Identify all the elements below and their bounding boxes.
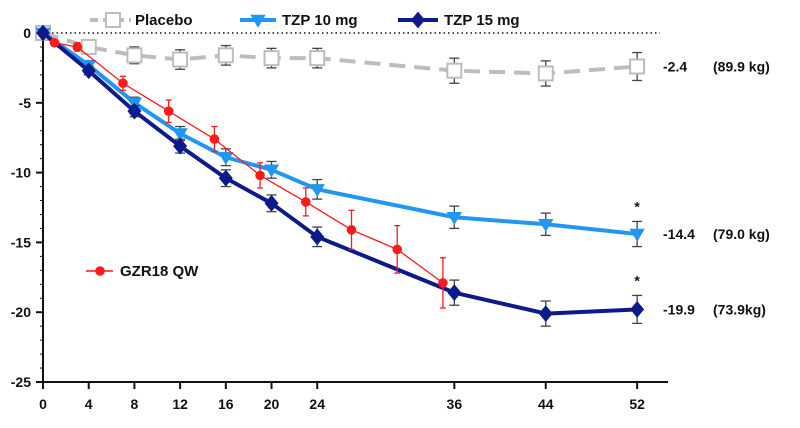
data-point (209, 134, 220, 144)
data-point (172, 51, 189, 68)
data-point (629, 228, 645, 242)
data-point (264, 194, 279, 212)
data-point (309, 50, 326, 67)
data-point (392, 244, 403, 255)
end-value-label: -19.9 (663, 301, 695, 317)
data-point (217, 47, 234, 64)
data-point (438, 278, 448, 288)
data-point (537, 65, 554, 82)
y-tick-label: -10 (11, 165, 31, 181)
data-point (310, 228, 325, 246)
data-point (255, 170, 265, 181)
legend-marker (411, 11, 425, 29)
data-point (118, 78, 128, 89)
y-tick-label: -25 (11, 374, 31, 390)
series-line (41, 31, 638, 237)
data-point (218, 169, 233, 187)
significance-asterisk: * (634, 198, 640, 214)
end-value-label: -2.4 (663, 59, 687, 75)
series-placebo (35, 25, 646, 87)
x-tick-label: 52 (629, 396, 645, 412)
series-line (42, 31, 638, 76)
legend-label: Placebo (135, 12, 193, 29)
data-point (172, 128, 188, 142)
end-weight-label: (79.0 kg) (713, 226, 770, 242)
y-tick-label: -20 (11, 304, 31, 320)
x-tick-label: 20 (264, 396, 280, 412)
legend-marker (95, 266, 105, 276)
end-weight-label: (89.9 kg) (713, 59, 770, 75)
legend-marker (250, 14, 266, 28)
data-point (263, 50, 280, 67)
y-tick-label: -15 (11, 234, 31, 250)
data-point (629, 58, 646, 75)
data-point (300, 197, 311, 207)
series-tzp-15-mg (36, 24, 645, 327)
data-point (263, 164, 280, 178)
x-tick-label: 44 (538, 396, 554, 412)
legend-label: TZP 15 mg (444, 12, 520, 29)
data-point (446, 62, 463, 79)
data-point (36, 24, 50, 42)
x-tick-label: 8 (131, 396, 139, 412)
x-tick-label: 16 (218, 396, 234, 412)
data-point (163, 106, 174, 116)
y-tick-label: -5 (19, 95, 32, 111)
axes: 0 4 8 12 16 20 24 36 44 52 0 -5 -10 -15 -20 -25 (11, 25, 668, 412)
y-tick-label: 0 (23, 25, 31, 41)
legend-marker (105, 12, 121, 28)
legend-item: TZP 10 mg (240, 12, 358, 29)
series-line (41, 31, 638, 316)
end-weight-label: (73.9kg) (713, 301, 766, 317)
data-point (173, 137, 188, 155)
data-point (538, 219, 554, 232)
end-value-label: -14.4 (663, 226, 695, 242)
x-tick-label: 36 (447, 396, 463, 412)
data-point (49, 37, 60, 48)
data-point (72, 42, 83, 52)
data-point (126, 47, 143, 64)
legend-item: TZP 15 mg (398, 11, 520, 29)
end-labels: -2.4 (89.9 kg) -14.4 (79.0 kg) * -19.9 (73.9kg… (634, 59, 769, 318)
data-point (446, 212, 463, 225)
legend-label: GZR18 QW (120, 263, 199, 280)
x-tick-label: 0 (39, 396, 47, 412)
data-point (346, 225, 357, 235)
x-tick-label: 4 (85, 396, 93, 412)
series-line (54, 42, 444, 284)
series-layer (35, 24, 646, 327)
x-tick-label: 12 (172, 396, 188, 412)
data-point (127, 102, 142, 120)
series-gzr18-qw (49, 37, 448, 309)
data-point (538, 305, 553, 322)
legend: Placebo TZP 10 mg TZP 15 mg GZR18 QW (86, 11, 520, 280)
legend-item: Placebo (90, 12, 193, 29)
legend-label: TZP 10 mg (282, 12, 358, 29)
legend-item: GZR18 QW (86, 263, 199, 280)
significance-asterisk: * (634, 272, 640, 288)
data-point (218, 151, 234, 165)
x-tick-label: 24 (309, 396, 325, 412)
data-point (81, 62, 96, 80)
data-point (630, 301, 645, 318)
data-point (309, 184, 325, 198)
data-point (447, 284, 462, 302)
